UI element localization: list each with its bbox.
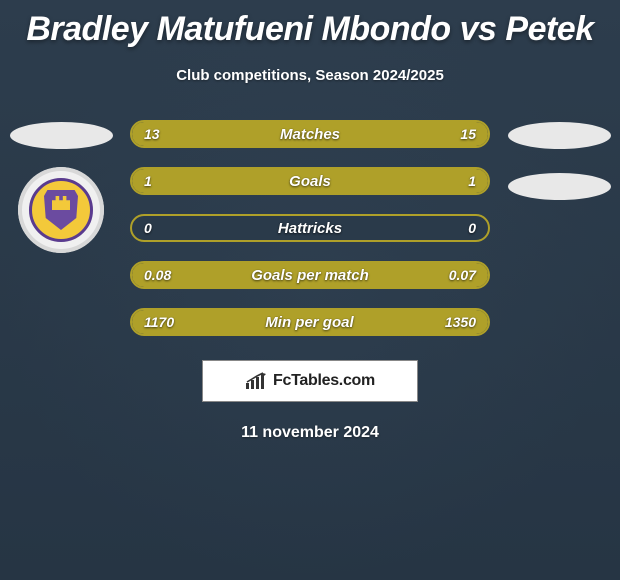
stat-row: 1170Min per goal1350 <box>130 308 490 336</box>
stat-value-left: 0.08 <box>132 267 183 283</box>
player-left-column <box>6 110 116 253</box>
player-left-club-crest <box>18 167 104 253</box>
stat-value-left: 1170 <box>132 314 186 330</box>
subtitle: Club competitions, Season 2024/2025 <box>0 67 620 84</box>
stat-row: 1Goals1 <box>130 167 490 195</box>
stat-value-right: 15 <box>448 126 488 142</box>
stat-row: 0.08Goals per match0.07 <box>130 261 490 289</box>
stat-row: 0Hattricks0 <box>130 214 490 242</box>
player-right-club-placeholder <box>508 173 611 200</box>
branding-badge: FcTables.com <box>202 360 418 402</box>
stat-value-left: 1 <box>132 173 164 189</box>
chart-icon <box>245 372 267 390</box>
stat-label: Matches <box>172 126 449 143</box>
branding-text: FcTables.com <box>273 372 375 390</box>
comparison-content: 13Matches15 1Goals1 0Hattricks0 0.08Goals p… <box>0 120 620 336</box>
player-right-name-placeholder <box>508 122 611 149</box>
date-label: 11 november 2024 <box>0 424 620 442</box>
stat-label: Goals <box>164 173 456 190</box>
page-title: Bradley Matufueni Mbondo vs Petek <box>0 0 620 49</box>
stat-value-right: 1350 <box>433 314 488 330</box>
stat-value-right: 0 <box>456 220 488 236</box>
player-left-name-placeholder <box>10 122 113 149</box>
stat-value-right: 0.07 <box>437 267 488 283</box>
stat-label: Goals per match <box>183 267 437 284</box>
stat-row: 13Matches15 <box>130 120 490 148</box>
stats-list: 13Matches15 1Goals1 0Hattricks0 0.08Goals p… <box>130 120 490 336</box>
stat-label: Hattricks <box>164 220 456 237</box>
player-right-column <box>504 110 614 212</box>
stat-value-left: 13 <box>132 126 172 142</box>
stat-value-left: 0 <box>132 220 164 236</box>
stat-label: Min per goal <box>186 314 433 331</box>
stat-value-right: 1 <box>456 173 488 189</box>
